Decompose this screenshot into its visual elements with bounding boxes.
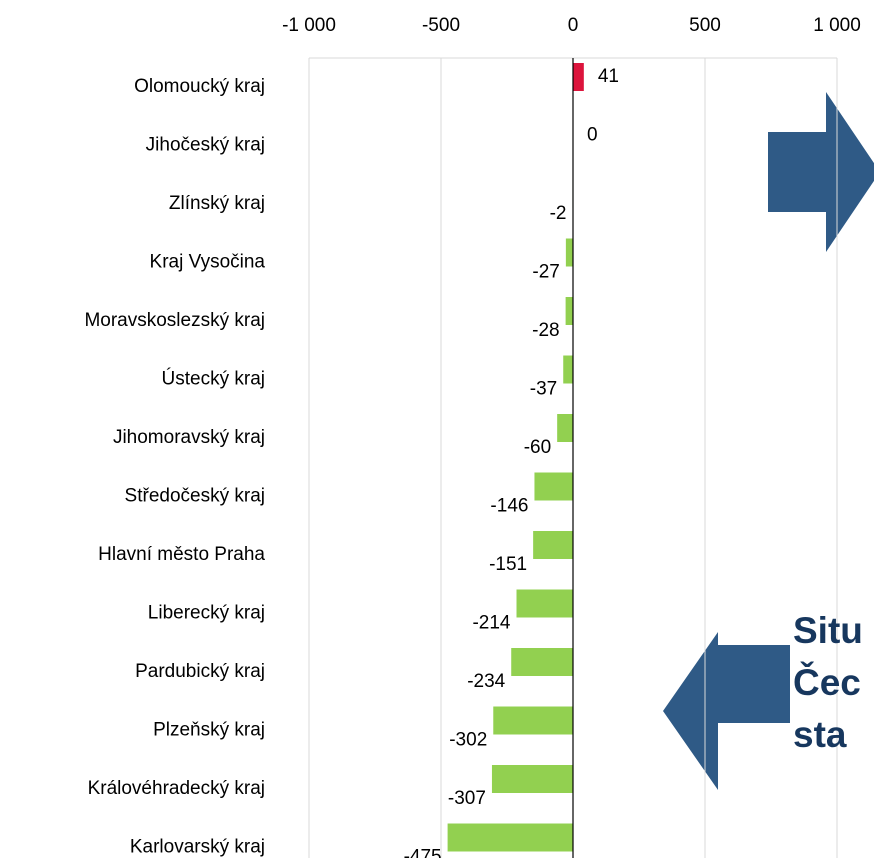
y-tick-label: Olomoucký kraj [134, 76, 265, 97]
value-label: 0 [587, 125, 598, 146]
value-label: -37 [530, 379, 557, 400]
x-tick-label: 1 000 [813, 15, 861, 36]
y-tick-label: Jihočeský kraj [146, 135, 265, 156]
y-tick-label: Pardubický kraj [135, 661, 265, 682]
x-tick-label: -1 000 [282, 15, 336, 36]
arrow-right [768, 92, 874, 252]
annotation: Situ [793, 610, 863, 651]
annotation: sta [793, 714, 847, 755]
y-tick-label: Jihomoravský kraj [113, 427, 265, 448]
bar [563, 355, 573, 384]
y-tick-label: Liberecký kraj [148, 603, 265, 624]
bar [565, 238, 573, 267]
arrow-left [663, 632, 790, 790]
value-label: -234 [467, 671, 505, 692]
bar [565, 297, 573, 325]
value-label: -214 [472, 613, 510, 634]
y-tick-label: Moravskoslezský kraj [84, 310, 265, 331]
y-tick-label: Hlavní město Praha [98, 544, 265, 565]
y-tick-label: Karlovarský kraj [130, 837, 265, 858]
bar [516, 589, 573, 618]
value-label: -146 [490, 496, 528, 517]
y-tick-label: Středočeský kraj [125, 486, 265, 507]
value-label: -28 [532, 320, 559, 341]
value-label: -2 [550, 203, 567, 224]
value-label: -27 [532, 262, 559, 283]
bar [534, 472, 573, 501]
bar [491, 765, 573, 793]
y-tick-label: Ústecký kraj [162, 368, 265, 390]
x-tick-label: 0 [568, 15, 579, 36]
x-tick-label: -500 [422, 15, 460, 36]
bar [573, 63, 584, 91]
y-tick-label: Královéhradecký kraj [88, 778, 265, 799]
value-label: -302 [449, 730, 487, 751]
value-label: 41 [598, 66, 619, 87]
value-label: -151 [489, 554, 527, 575]
y-tick-label: Zlínský kraj [169, 193, 265, 214]
bar [557, 414, 573, 442]
bar [533, 531, 573, 559]
value-label: -307 [448, 788, 486, 809]
value-label: -60 [524, 437, 551, 458]
bar [493, 706, 573, 735]
y-tick-label: Plzeňský kraj [153, 720, 265, 741]
x-tick-label: 500 [689, 15, 721, 36]
y-tick-label: Kraj Vysočina [150, 252, 266, 273]
value-label: -475 [404, 847, 442, 858]
bar [511, 648, 573, 676]
annotation: Čec [793, 661, 861, 703]
bar [447, 823, 573, 852]
